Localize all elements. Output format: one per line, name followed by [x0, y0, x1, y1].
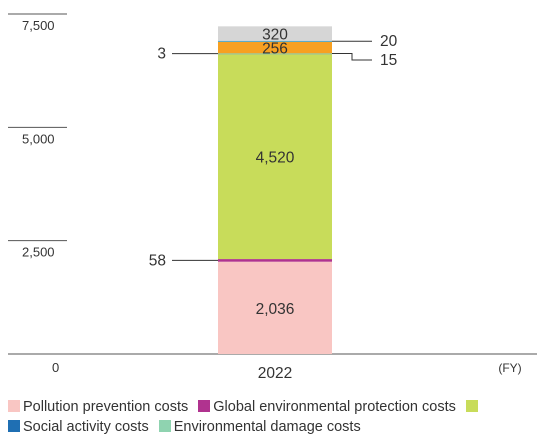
leader-line — [332, 53, 372, 61]
legend-item: Environmental damage costs — [158, 417, 361, 437]
legend-item: Global environmental protection costs — [198, 397, 456, 417]
legend-swatch — [8, 420, 20, 432]
data-label: 20 — [380, 33, 398, 50]
bar-segment — [218, 53, 332, 55]
bar-segment — [218, 54, 332, 260]
legend-label: Global environmental protection costs — [213, 399, 456, 415]
data-label: 4,520 — [256, 150, 295, 167]
x-tick-label: 2022 — [258, 365, 292, 382]
bar-segment — [218, 261, 332, 354]
data-label: 256 — [262, 41, 288, 58]
data-label: 15 — [380, 52, 397, 69]
legend-item — [465, 397, 481, 417]
chart-legend: Pollution prevention costs Global environ… — [8, 397, 537, 437]
bar-segment — [218, 40, 332, 42]
data-label: 58 — [149, 252, 166, 269]
data-label: 3 — [157, 46, 166, 63]
x-unit-label: (FY) — [498, 361, 521, 375]
legend-label: Social activity costs — [23, 419, 149, 435]
y-tick-label: 5,000 — [22, 131, 55, 146]
legend-swatch — [158, 420, 171, 432]
legend-item: Social activity costs — [8, 417, 149, 437]
legend-item: Pollution prevention costs — [8, 397, 188, 417]
bar-segment — [218, 26, 332, 41]
y-tick-label: 0 — [52, 360, 59, 375]
legend-swatch — [465, 400, 478, 412]
legend-label: Pollution prevention costs — [23, 399, 189, 415]
legend-swatch — [198, 400, 211, 412]
data-label: 320 — [262, 27, 288, 44]
bar-segment — [218, 259, 332, 262]
y-tick-label: 2,500 — [22, 245, 55, 260]
y-tick-label: 7,500 — [22, 18, 55, 33]
data-label: 2,036 — [256, 301, 295, 318]
legend-swatch — [8, 400, 20, 412]
bar-segment — [218, 41, 332, 54]
legend-label: Environmental damage costs — [173, 419, 361, 435]
